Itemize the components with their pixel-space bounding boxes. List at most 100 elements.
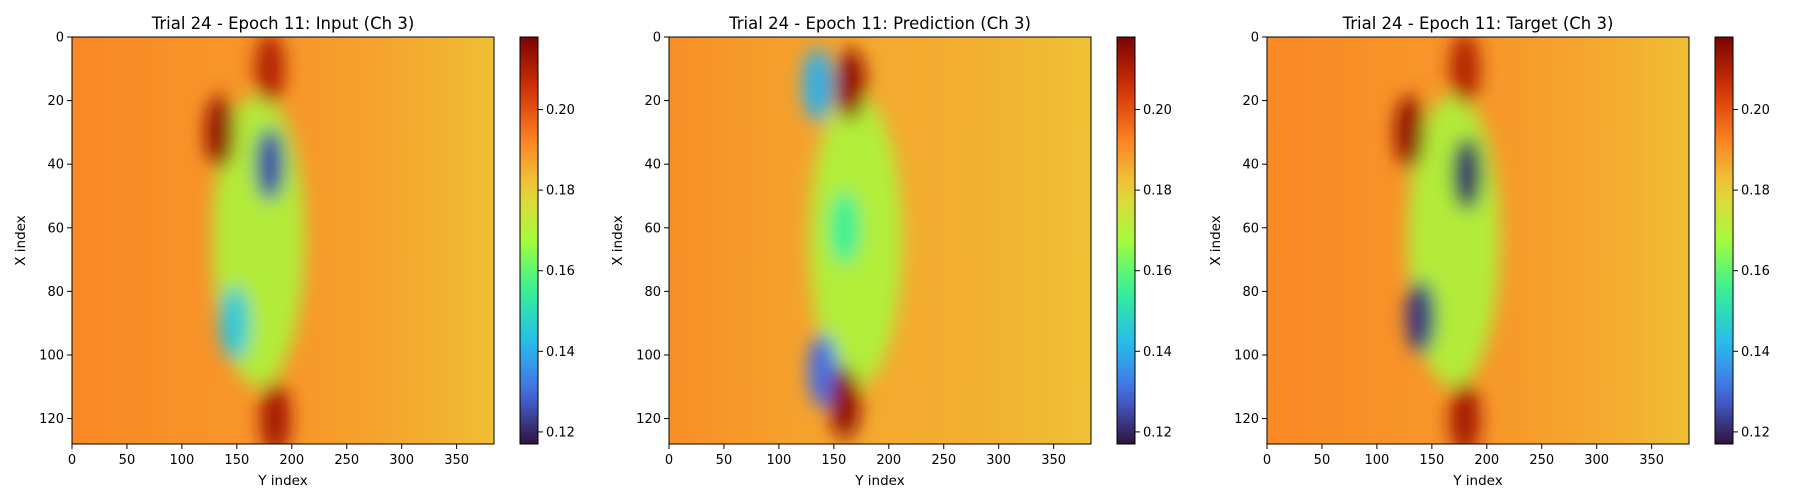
colorbar-tick-label: 0.18 bbox=[546, 184, 575, 199]
colorbar-gradient bbox=[519, 36, 539, 445]
colorbar-tick-label: 0.14 bbox=[546, 345, 575, 360]
heatmap-blob bbox=[835, 48, 866, 122]
colorbar: 0.12 0.14 0.16 0.18 0.20 bbox=[1714, 36, 1770, 445]
colorbar-tick-label: 0.12 bbox=[546, 425, 575, 440]
x-tick-label: 100 bbox=[169, 453, 194, 468]
colorbar-tick-label: 0.18 bbox=[1143, 184, 1172, 199]
heatmap-blobs bbox=[1395, 37, 1501, 444]
panel-target: Trial 24 - Epoch 11: Target (Ch 3) 0 50 10… bbox=[1208, 14, 1770, 489]
colorbar-tick-label: 0.20 bbox=[546, 103, 575, 118]
x-tick-label: 250 bbox=[931, 453, 956, 468]
y-tick-label: 0 bbox=[56, 31, 64, 46]
y-axis-ticks: 0 20 40 60 80 100 120 bbox=[39, 31, 72, 427]
colorbar-tick-label: 0.12 bbox=[1741, 425, 1770, 440]
y-tick-label: 80 bbox=[644, 285, 661, 300]
x-tick-label: 150 bbox=[1419, 453, 1444, 468]
panel-input: Trial 24 - Epoch 11: Input (Ch 3) 0 50 100… bbox=[13, 14, 575, 489]
heatmap-blobs bbox=[205, 37, 306, 444]
x-tick-label: 50 bbox=[119, 453, 136, 468]
y-tick-label: 40 bbox=[47, 158, 64, 173]
x-tick-label: 200 bbox=[279, 453, 304, 468]
x-tick-label: 150 bbox=[821, 453, 846, 468]
x-tick-label: 100 bbox=[766, 453, 791, 468]
x-tick-label: 0 bbox=[68, 453, 76, 468]
y-tick-label: 120 bbox=[39, 412, 64, 427]
x-axis-ticks: 0 50 100 150 200 250 300 350 bbox=[68, 444, 469, 468]
panel-title: Trial 24 - Epoch 11: Prediction (Ch 3) bbox=[728, 14, 1031, 33]
heatmap-blob bbox=[1452, 137, 1482, 211]
colorbar: 0.12 0.14 0.16 0.18 0.20 bbox=[519, 36, 575, 445]
heatmap-blob bbox=[830, 191, 860, 265]
y-tick-label: 80 bbox=[47, 285, 64, 300]
heatmap-plot-area bbox=[1267, 37, 1689, 444]
colorbar-tick-label: 0.20 bbox=[1741, 103, 1770, 118]
x-tick-label: 300 bbox=[1584, 453, 1609, 468]
x-tick-label: 50 bbox=[1314, 453, 1331, 468]
x-tick-label: 50 bbox=[716, 453, 733, 468]
heatmap-plot-area bbox=[669, 37, 1091, 444]
panel-title: Trial 24 - Epoch 11: Target (Ch 3) bbox=[1342, 14, 1614, 33]
y-axis-label: X index bbox=[610, 215, 626, 265]
y-tick-label: 60 bbox=[47, 221, 64, 236]
colorbar-gradient bbox=[1714, 36, 1734, 445]
x-tick-label: 350 bbox=[1639, 453, 1664, 468]
x-axis-label: Y index bbox=[1452, 473, 1502, 489]
colorbar-tick-label: 0.16 bbox=[1143, 264, 1172, 279]
y-tick-label: 100 bbox=[636, 348, 661, 363]
y-tick-label: 0 bbox=[1251, 31, 1259, 46]
y-tick-label: 40 bbox=[644, 158, 661, 173]
colorbar-tick-label: 0.20 bbox=[1143, 103, 1172, 118]
heatmap-blob bbox=[1406, 280, 1436, 354]
heatmap-blob bbox=[260, 381, 291, 444]
x-tick-label: 250 bbox=[1529, 453, 1554, 468]
panel-title: Trial 24 - Epoch 11: Input (Ch 3) bbox=[151, 14, 415, 33]
y-tick-label: 0 bbox=[653, 31, 661, 46]
heatmap-blob bbox=[1450, 381, 1480, 444]
x-tick-label: 300 bbox=[389, 453, 414, 468]
heatmap-blob bbox=[830, 366, 860, 440]
axes-frame bbox=[1266, 36, 1690, 445]
y-axis-label: X index bbox=[1208, 215, 1224, 265]
colorbar-tick-label: 0.12 bbox=[1143, 425, 1172, 440]
x-tick-label: 100 bbox=[1364, 453, 1389, 468]
y-tick-label: 20 bbox=[644, 94, 661, 109]
heatmap-blob bbox=[1450, 37, 1480, 106]
heatmap-blob bbox=[1395, 95, 1425, 170]
x-axis-label: Y index bbox=[257, 473, 307, 489]
heatmap-blob bbox=[255, 127, 285, 201]
panel-prediction: Trial 24 - Epoch 11: Prediction (Ch 3) 0… bbox=[610, 14, 1172, 489]
colorbar: 0.12 0.14 0.16 0.18 0.20 bbox=[1116, 36, 1172, 445]
y-tick-label: 60 bbox=[1242, 221, 1259, 236]
y-tick-label: 80 bbox=[1242, 285, 1259, 300]
y-tick-label: 100 bbox=[39, 348, 64, 363]
axes-frame bbox=[71, 36, 495, 445]
x-tick-label: 300 bbox=[986, 453, 1011, 468]
x-tick-label: 350 bbox=[1041, 453, 1066, 468]
heatmap-blob bbox=[808, 334, 838, 408]
y-tick-label: 100 bbox=[1234, 348, 1259, 363]
x-tick-label: 200 bbox=[876, 453, 901, 468]
heatmap-blobs bbox=[802, 48, 903, 440]
y-axis-label: X index bbox=[13, 215, 29, 265]
x-axis-ticks: 0 50 100 150 200 250 300 350 bbox=[1263, 444, 1664, 468]
y-tick-label: 60 bbox=[644, 221, 661, 236]
colorbar-tick-label: 0.18 bbox=[1741, 184, 1770, 199]
heatmap-plot-area bbox=[72, 37, 494, 444]
colorbar-gradient bbox=[1116, 36, 1136, 445]
y-tick-label: 120 bbox=[636, 412, 661, 427]
x-tick-label: 250 bbox=[334, 453, 359, 468]
x-tick-label: 150 bbox=[224, 453, 249, 468]
heatmap-blob bbox=[219, 286, 250, 360]
heatmap-blob bbox=[205, 95, 236, 170]
colorbar-tick-label: 0.16 bbox=[546, 264, 575, 279]
y-axis-ticks: 0 20 40 60 80 100 120 bbox=[1234, 31, 1267, 427]
y-tick-label: 20 bbox=[1242, 94, 1259, 109]
y-tick-label: 20 bbox=[47, 94, 64, 109]
x-tick-label: 350 bbox=[444, 453, 469, 468]
axes-frame bbox=[668, 36, 1092, 445]
y-axis-ticks: 0 20 40 60 80 100 120 bbox=[636, 31, 669, 427]
colorbar-tick-label: 0.14 bbox=[1741, 345, 1770, 360]
colorbar-tick-label: 0.14 bbox=[1143, 345, 1172, 360]
y-tick-label: 40 bbox=[1242, 158, 1259, 173]
